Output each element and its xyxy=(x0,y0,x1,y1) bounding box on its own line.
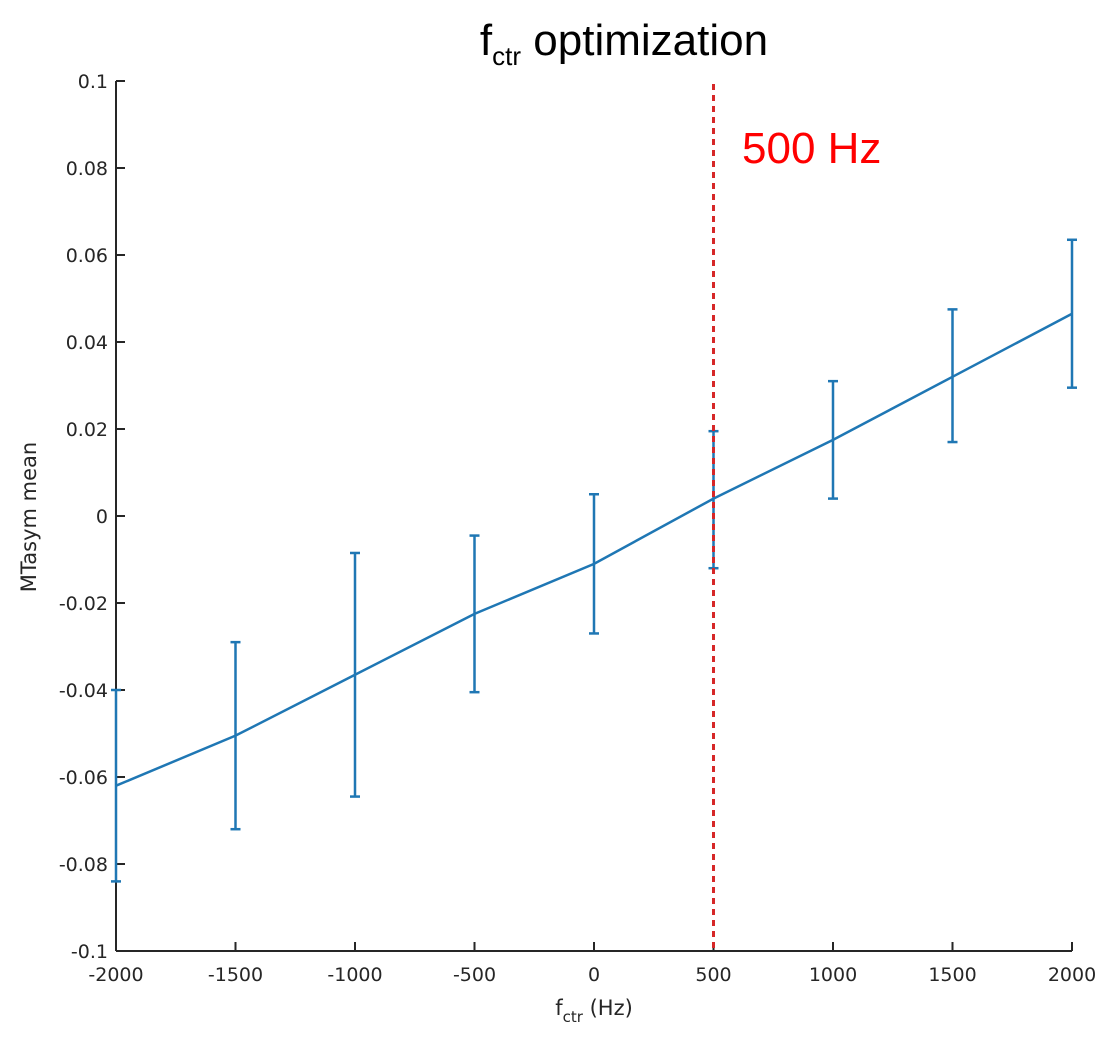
error-bar xyxy=(1067,238,1077,389)
y-tick-label: 0 xyxy=(96,506,108,528)
x-axis-label: fctr (Hz) xyxy=(555,996,633,1026)
y-tick-label: 0.08 xyxy=(66,158,108,180)
chart-title: fctr optimization xyxy=(480,16,768,71)
y-tick-label: -0.1 xyxy=(71,941,108,963)
x-tick-label: 2000 xyxy=(1048,964,1096,986)
reference-vline-label: 500 Hz xyxy=(742,124,881,173)
x-tick-label: -1000 xyxy=(327,964,382,986)
y-tick-label: -0.06 xyxy=(59,767,108,789)
x-tick-label: -500 xyxy=(453,964,496,986)
x-tick-label: 1000 xyxy=(809,964,857,986)
y-tick-label: 0.04 xyxy=(66,332,108,354)
error-bars xyxy=(111,238,1077,883)
y-axis-label: MTasym mean xyxy=(17,442,41,592)
y-tick-label: 0.02 xyxy=(66,419,108,441)
x-tick-labels: -2000 -1500 -1000 -500 0 500 1000 1500 2000 xyxy=(88,964,1096,986)
y-tick-label: 0.06 xyxy=(66,245,108,267)
x-tick-label: 0 xyxy=(588,964,600,986)
y-tick-labels: -0.1 -0.08 -0.06 -0.04 -0.02 0 0.02 0.04 0.06 0.0… xyxy=(59,71,108,963)
series-line xyxy=(115,312,1073,787)
x-tick-label: 500 xyxy=(695,964,731,986)
y-tick-label: 0.1 xyxy=(78,71,108,93)
y-tick-label: -0.04 xyxy=(59,680,108,702)
y-tick-label: -0.08 xyxy=(59,854,108,876)
x-tick-label: -2000 xyxy=(88,964,143,986)
y-tick-label: -0.02 xyxy=(59,593,108,615)
x-tick-label: -1500 xyxy=(208,964,263,986)
x-tick-label: 1500 xyxy=(928,964,976,986)
